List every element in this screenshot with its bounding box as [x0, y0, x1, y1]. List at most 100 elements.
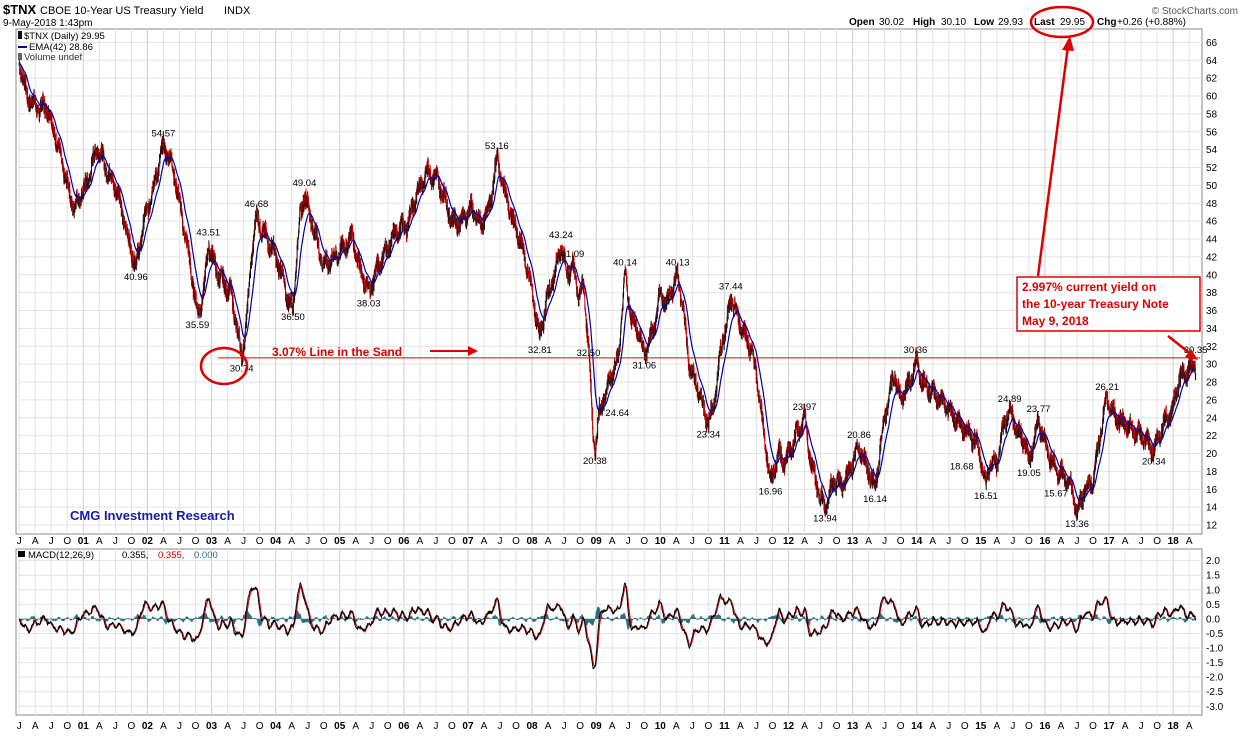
price-y-tick-label: 36 — [1206, 306, 1218, 317]
price-x-tick-label: O — [576, 536, 584, 547]
price-x-tick-label: A — [1186, 536, 1193, 547]
price-x-tick-label: A — [673, 536, 680, 547]
chart-date: 9-May-2018 1:43pm — [3, 18, 93, 29]
price-x-tick-label: J — [1074, 536, 1079, 547]
price-x-tick-label: O — [961, 536, 969, 547]
price-legend-swatch — [18, 31, 22, 39]
price-series — [18, 58, 1197, 522]
price-x-tick-label: 05 — [334, 536, 346, 547]
price-x-axis: J A J O 01 A J O 02 A J O 03 A J O 04 A J O 05 A J O 06 A J O 07 A J O 0… — [17, 536, 1193, 547]
chg-label: Chg — [1097, 17, 1116, 28]
price-x-tick-label: 16 — [1039, 536, 1051, 547]
price-y-tick-label: 14 — [1206, 503, 1218, 514]
price-x-tick-label: A — [288, 536, 295, 547]
ema-legend-label: EMA(42) 28.86 — [29, 42, 93, 53]
price-y-tick-label: 16 — [1206, 485, 1218, 496]
price-x-tick-label: A — [481, 536, 488, 547]
price-y-tick-label: 30 — [1206, 360, 1218, 371]
volume-legend-swatch — [18, 53, 22, 60]
price-x-tick-label: 07 — [462, 536, 474, 547]
chart-instrument-name: CBOE 10-Year US Treasury Yield — [40, 5, 203, 17]
price-x-tick-label: J — [498, 536, 503, 547]
price-x-tick-label: A — [929, 536, 936, 547]
price-x-tick-label: O — [512, 536, 520, 547]
price-y-tick-label: 18 — [1206, 467, 1218, 478]
chg-value: +0.26 (+0.88%) — [1117, 17, 1186, 28]
price-x-tick-label: O — [1089, 536, 1097, 547]
high-label: High — [913, 17, 935, 28]
price-x-tick-label: O — [769, 536, 777, 547]
price-x-tick-label: 08 — [527, 536, 539, 547]
price-x-tick-label: O — [897, 536, 905, 547]
price-x-tick-label: O — [833, 536, 841, 547]
price-x-tick-label: J — [369, 536, 374, 547]
price-x-tick-label: 17 — [1103, 536, 1115, 547]
last-value: 29.95 — [1060, 17, 1085, 28]
price-x-tick-label: J — [241, 536, 246, 547]
price-y-tick-label: 52 — [1206, 163, 1218, 174]
price-panel — [15, 28, 1203, 535]
chart-exchange: INDX — [224, 5, 251, 17]
price-y-tick-label: 38 — [1206, 288, 1218, 299]
price-x-tick-label: J — [626, 536, 631, 547]
price-x-tick-label: A — [352, 536, 359, 547]
price-x-tick-label: A — [609, 536, 616, 547]
price-y-tick-label: 54 — [1206, 145, 1218, 156]
price-x-tick-label: 06 — [398, 536, 410, 547]
open-value: 30.02 — [879, 17, 904, 28]
price-x-tick-label: O — [384, 536, 392, 547]
price-y-tick-label: 46 — [1206, 217, 1218, 228]
price-x-tick-label: J — [113, 536, 118, 547]
last-label: Last — [1034, 17, 1055, 28]
price-x-tick-label: A — [32, 536, 39, 547]
price-x-tick-label: 15 — [975, 536, 987, 547]
price-x-tick-label: A — [96, 536, 103, 547]
price-y-tick-label: 60 — [1206, 92, 1218, 103]
price-x-tick-label: A — [417, 536, 424, 547]
price-y-tick-label: 20 — [1206, 449, 1218, 460]
chart-symbol: $TNX — [3, 2, 37, 17]
price-x-tick-label: O — [704, 536, 712, 547]
price-x-tick-label: 14 — [911, 536, 923, 547]
stockcharts-brand[interactable]: © StockCharts.com — [1152, 6, 1238, 17]
price-y-tick-label: 64 — [1206, 56, 1218, 67]
price-x-tick-label: J — [49, 536, 54, 547]
price-x-tick-label: 18 — [1168, 536, 1180, 547]
price-x-tick-label: 01 — [78, 536, 90, 547]
price-x-tick-label: A — [224, 536, 231, 547]
price-x-tick-label: O — [1153, 536, 1161, 547]
price-x-tick-label: O — [1025, 536, 1033, 547]
price-x-tick-label: A — [545, 536, 552, 547]
price-x-tick-label: J — [305, 536, 310, 547]
price-x-tick-label: A — [994, 536, 1001, 547]
quote-summary: Open 30.02 High 30.10 Low 29.93 Last 29.… — [849, 17, 1186, 28]
price-x-tick-label: 03 — [206, 536, 218, 547]
price-x-tick-label: A — [865, 536, 872, 547]
price-x-tick-label: J — [433, 536, 438, 547]
price-x-tick-label: J — [754, 536, 759, 547]
price-legend-label: $TNX (Daily) 29.95 — [24, 31, 105, 42]
low-value: 29.93 — [998, 17, 1023, 28]
price-x-tick-label: O — [256, 536, 264, 547]
price-x-tick-label: O — [640, 536, 648, 547]
price-x-tick-label: J — [17, 536, 22, 547]
price-x-tick-label: A — [1058, 536, 1065, 547]
price-x-tick-label: A — [1122, 536, 1129, 547]
price-y-tick-label: 28 — [1206, 378, 1218, 389]
price-y-axis: 12 14 16 18 20 22 24 26 28 30 32 34 36 38 40 42 44 46 48 50… — [1206, 38, 1218, 532]
price-x-tick-label: O — [192, 536, 200, 547]
price-y-tick-label: 66 — [1206, 38, 1218, 49]
price-x-tick-label: 12 — [783, 536, 795, 547]
price-y-tick-label: 48 — [1206, 199, 1218, 210]
price-x-tick-label: A — [737, 536, 744, 547]
price-x-tick-label: 02 — [142, 536, 154, 547]
price-x-tick-label: J — [1010, 536, 1015, 547]
price-x-tick-label: J — [562, 536, 567, 547]
price-x-tick-label: J — [1139, 536, 1144, 547]
price-x-tick-label: J — [882, 536, 887, 547]
price-y-tick-label: 22 — [1206, 431, 1218, 442]
price-x-tick-label: O — [63, 536, 71, 547]
price-x-tick-label: 11 — [719, 536, 730, 547]
price-x-tick-label: O — [128, 536, 136, 547]
